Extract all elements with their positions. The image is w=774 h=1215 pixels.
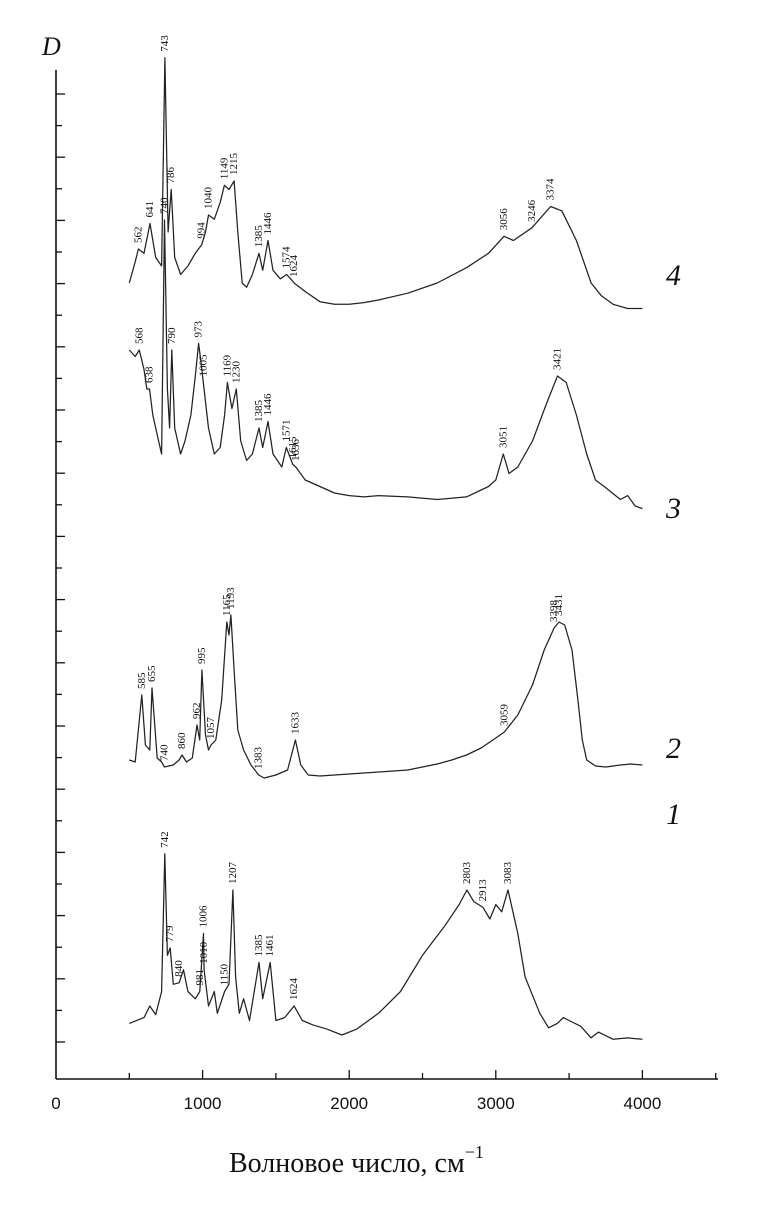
spectrum-curve-3 [128,219,643,510]
peak-label: 641 [144,201,156,218]
curve-label-3: 3 [665,492,681,525]
peak-label: 981 [194,969,206,986]
peak-label: 740 [159,744,171,761]
peak-label: 1057 [205,717,217,740]
peak-label: 1150 [219,963,231,985]
peak-label: 3431 [553,594,565,616]
peak-label: 1624 [288,978,300,1001]
peak-label: 994 [196,222,208,239]
y-axis-label: D [41,32,61,61]
peak-label: 3056 [498,208,510,231]
peak-label: 860 [176,732,188,749]
peak-label: 1193 [225,587,237,609]
peak-label: 1230 [230,360,242,383]
peak-label: 2913 [477,879,489,902]
peak-label: 1446 [262,393,274,416]
peak-label: 1624 [288,255,300,278]
axes: 0 1000 2000 3000 4000 [51,70,718,1113]
peak-label: 1040 [203,187,215,210]
peak-label: 1149 [218,157,230,179]
peak-label: 1005 [197,354,209,377]
peak-label: 973 [193,320,205,337]
peak-label: 3059 [498,703,510,726]
peak-label: 995 [196,647,208,664]
curve-label-4: 4 [666,259,681,292]
peak-label: 3246 [526,199,538,222]
peak-label: 786 [165,166,177,183]
peak-label: 1461 [264,935,276,957]
peak-label: 1010 [198,941,210,964]
peak-label: 740 [159,197,171,214]
x-tick-label: 3000 [477,1094,515,1113]
peak-label: 742 [159,831,171,848]
peak-label: 3398 [548,599,560,622]
peak-label: 1006 [198,905,210,928]
peak-label: 562 [132,227,144,244]
peak-label: 3051 [497,426,509,448]
curve-number-labels: 1 2 3 4 [665,259,681,831]
peak-label: 3374 [545,178,557,201]
spectrum-curve-1 [129,853,643,1040]
peak-label: 1165 [221,594,233,616]
peak-label: 1385 [253,399,265,422]
peak-label: 1574 [281,246,293,269]
peak-label: 3421 [552,348,564,370]
peak-label: 1636 [290,438,302,461]
peak-label: 1385 [253,934,265,957]
peak-label: 1169 [221,354,233,376]
peak-label: 2803 [461,861,473,884]
x-axis-label-exponent: −1 [465,1142,484,1162]
x-tick-label: 0 [51,1094,60,1113]
peak-labels: 5626417437869941040114912151385144615741… [132,35,565,1000]
peak-label: 1383 [253,746,265,769]
peak-label: 743 [159,35,171,52]
spectra-curves [128,57,643,1040]
peak-label: 568 [133,327,145,344]
peak-label: 1207 [227,861,239,884]
peak-label: 962 [191,702,203,719]
peak-label: 1446 [262,212,274,235]
curve-label-2: 2 [666,732,681,765]
spectrum-curve-2 [129,614,643,779]
peak-label: 790 [166,327,178,344]
peak-label: 638 [144,366,156,383]
x-tick-label: 4000 [623,1094,661,1113]
peak-label: 655 [146,665,158,682]
x-tick-label: 2000 [330,1094,368,1113]
peak-label: 3083 [502,862,514,885]
peak-label: 1571 [280,419,292,441]
peak-label: 1385 [253,225,265,248]
peak-label: 840 [173,960,185,977]
peak-label: 779 [164,925,176,942]
peak-label: 1633 [289,712,301,735]
x-axis-label: Волновое число, см−1 [229,1142,484,1179]
peak-label: 1215 [228,152,240,175]
x-tick-label: 1000 [184,1094,222,1113]
curve-label-1: 1 [666,798,681,831]
spectrum-curve-4 [128,57,643,310]
peak-label: 585 [136,672,148,689]
peak-label: 1615 [287,436,299,459]
